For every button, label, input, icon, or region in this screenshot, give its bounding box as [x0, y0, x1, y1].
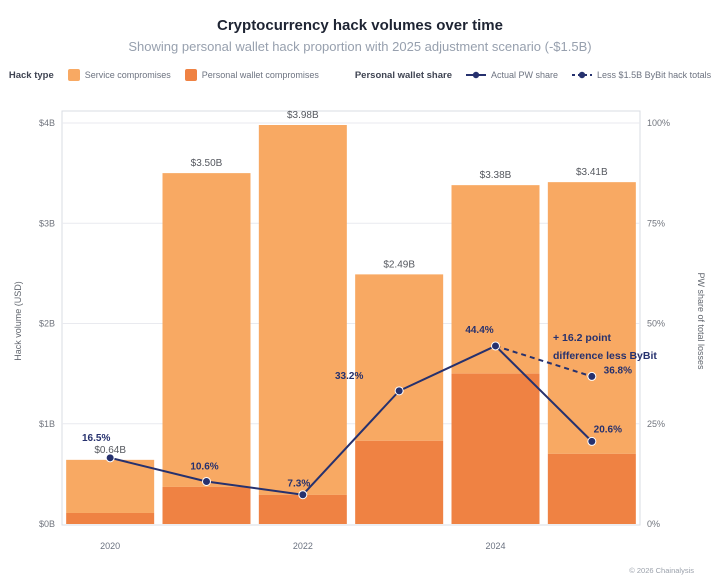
bar-personal-wallet-2023 — [355, 440, 444, 524]
copyright-text: © 2026 Chainalysis — [629, 566, 694, 575]
legend-item-less-bybit[interactable]: Less $1.5B ByBit hack totals — [572, 70, 711, 80]
annotation-text: difference less ByBit — [553, 350, 657, 362]
pw-share-point-label: 7.3% — [287, 479, 310, 490]
bar-total-label: $2.49B — [383, 259, 415, 270]
bar-personal-wallet-2025 — [547, 453, 636, 524]
legend: Hack type Service compromises Personal w… — [0, 69, 720, 81]
y-axis-tick-right: 0% — [647, 519, 660, 529]
x-axis-tick: 2024 — [485, 541, 505, 551]
y-axis-tick-right: 50% — [647, 319, 665, 329]
adjusted-dot — [587, 371, 597, 381]
legend-item-service-compromises[interactable]: Service compromises — [67, 69, 171, 81]
x-axis-tick: 2020 — [100, 541, 120, 551]
bar-personal-wallet-2022 — [258, 494, 347, 524]
chart-title: Cryptocurrency hack volumes over time — [217, 17, 503, 34]
bar-service-2020 — [66, 459, 155, 513]
y-axis-tick-left: $2B — [39, 319, 55, 329]
y-axis-tick-left: $4B — [39, 118, 55, 128]
pw-share-point-label: 44.4% — [465, 325, 493, 336]
legend-item-actual-pw-share[interactable]: Actual PW share — [466, 70, 558, 80]
pw-share-dot-2021 — [202, 476, 211, 486]
personal-wallet-compromises-swatch-icon — [184, 69, 197, 81]
y-axis-tick-left: $3B — [39, 218, 55, 228]
x-axis-tick: 2022 — [293, 541, 313, 551]
bar-service-2023 — [355, 274, 444, 441]
adjusted-point-label: 36.8% — [604, 365, 632, 376]
legend-item-personal-wallet-compromises[interactable]: Personal wallet compromises — [184, 69, 319, 81]
y-axis-tick-right: 100% — [647, 118, 670, 128]
pw-share-dot-2025 — [587, 436, 597, 446]
bar-total-label: $3.50B — [191, 158, 223, 169]
bar-personal-wallet-2024 — [451, 373, 540, 524]
pw-share-line — [109, 344, 593, 496]
pw-share-point-label: 10.6% — [190, 461, 218, 472]
service-compromises-swatch-icon — [67, 69, 80, 81]
bar-total-label: $3.98B — [287, 110, 319, 121]
legend-hack-type-label: Hack type — [8, 69, 54, 81]
y-axis-tick-left: $1B — [39, 419, 55, 429]
y-axis-tick-right: 75% — [647, 218, 665, 228]
chart-subtitle: Showing personal wallet hack proportion … — [128, 39, 592, 54]
legend-item-label: Service compromises — [84, 70, 171, 80]
bar-total-label: $3.38B — [480, 170, 512, 181]
pw-share-point-label: 16.5% — [82, 433, 110, 444]
bar-service-2021 — [162, 173, 251, 487]
legend-item-label: Actual PW share — [491, 70, 559, 80]
y-axis-tick-left: $0B — [39, 519, 55, 529]
adjusted-dashed-line — [495, 345, 593, 378]
pw-share-point-label: 33.2% — [335, 371, 363, 382]
pw-share-point-label: 20.6% — [594, 424, 622, 435]
bar-total-label: $3.41B — [576, 167, 608, 178]
pw-share-dot-2023 — [394, 386, 404, 396]
bar-total-label: $0.64B — [94, 445, 126, 456]
bar-service-2025 — [547, 182, 636, 454]
pw-share-dot-2020 — [105, 453, 115, 463]
y-axis-tick-right: 25% — [647, 419, 665, 429]
legend-item-label: Personal wallet compromises — [201, 70, 319, 80]
legend-item-label: Less $1.5B ByBit hack totals — [597, 70, 712, 80]
annotation-text: + 16.2 point — [553, 332, 612, 344]
pw-share-dot-2022 — [298, 490, 308, 500]
bar-personal-wallet-2021 — [162, 486, 251, 524]
plot-border — [61, 110, 641, 526]
legend-pw-share-label: Personal wallet share — [354, 69, 453, 81]
bar-service-2022 — [258, 125, 347, 495]
dashed-line-marker-icon — [572, 71, 593, 79]
bar-personal-wallet-2020 — [66, 512, 155, 524]
pw-share-dot-2024 — [491, 341, 500, 351]
solid-line-marker-icon — [466, 71, 487, 79]
